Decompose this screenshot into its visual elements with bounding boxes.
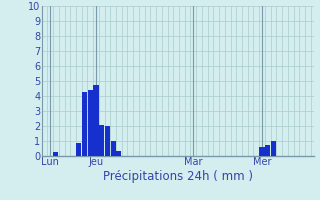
Bar (99, 124, 104, 156)
Bar (88, 90, 93, 156)
Bar (53, 152, 59, 156)
Bar (116, 151, 122, 156)
Bar (111, 141, 116, 156)
Bar (105, 126, 110, 156)
Bar (265, 145, 270, 156)
Bar (82, 92, 87, 156)
X-axis label: Précipitations 24h ( mm ): Précipitations 24h ( mm ) (103, 170, 252, 183)
Bar (260, 147, 265, 156)
Bar (93, 85, 99, 156)
Bar (271, 141, 276, 156)
Bar (76, 142, 81, 156)
